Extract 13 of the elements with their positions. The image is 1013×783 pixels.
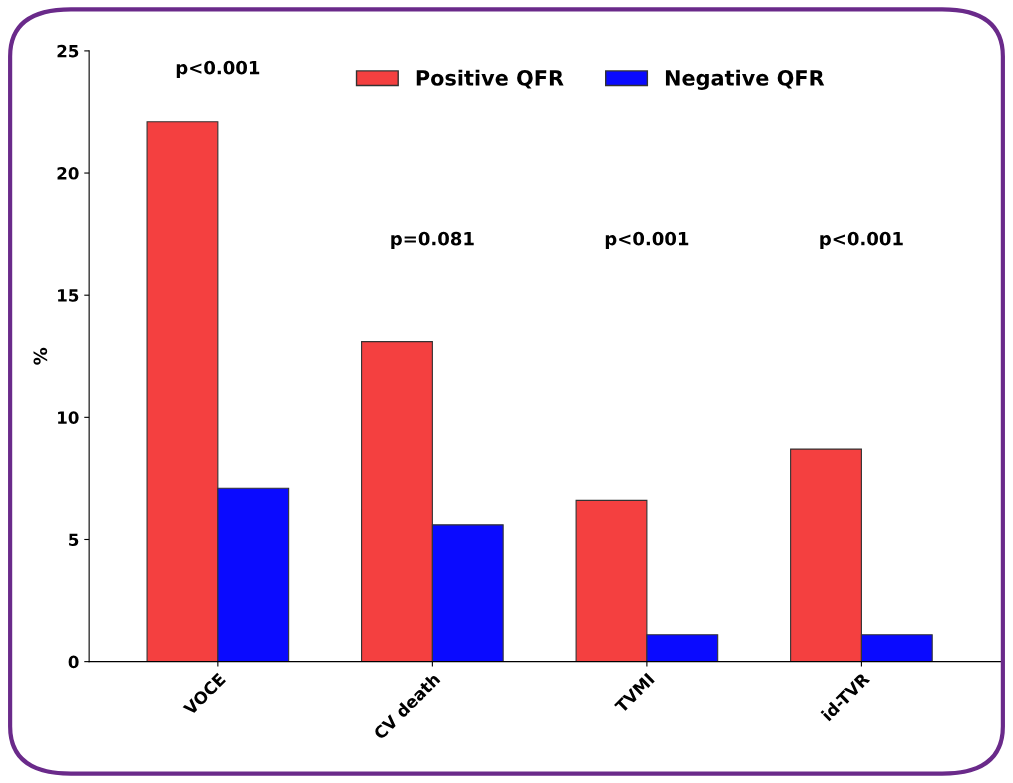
y-tick-label: 15 (58, 289, 79, 302)
y-tick-label: 10 (58, 411, 79, 424)
y-tick-label: 0 (68, 655, 79, 669)
annotation: p<0.001 (605, 231, 689, 249)
y-axis-title: % (33, 347, 48, 365)
annotation: p<0.001 (176, 60, 260, 78)
y-tick-label: 20 (57, 167, 79, 180)
legend-label: Positive QFR (416, 69, 564, 89)
y-tick-label: 5 (69, 533, 79, 547)
legend-label: Negative QFR (665, 69, 825, 90)
y-tick-label: 25 (57, 44, 79, 58)
annotation: p<0.001 (820, 231, 903, 249)
annotation: p=0.081 (391, 231, 474, 249)
